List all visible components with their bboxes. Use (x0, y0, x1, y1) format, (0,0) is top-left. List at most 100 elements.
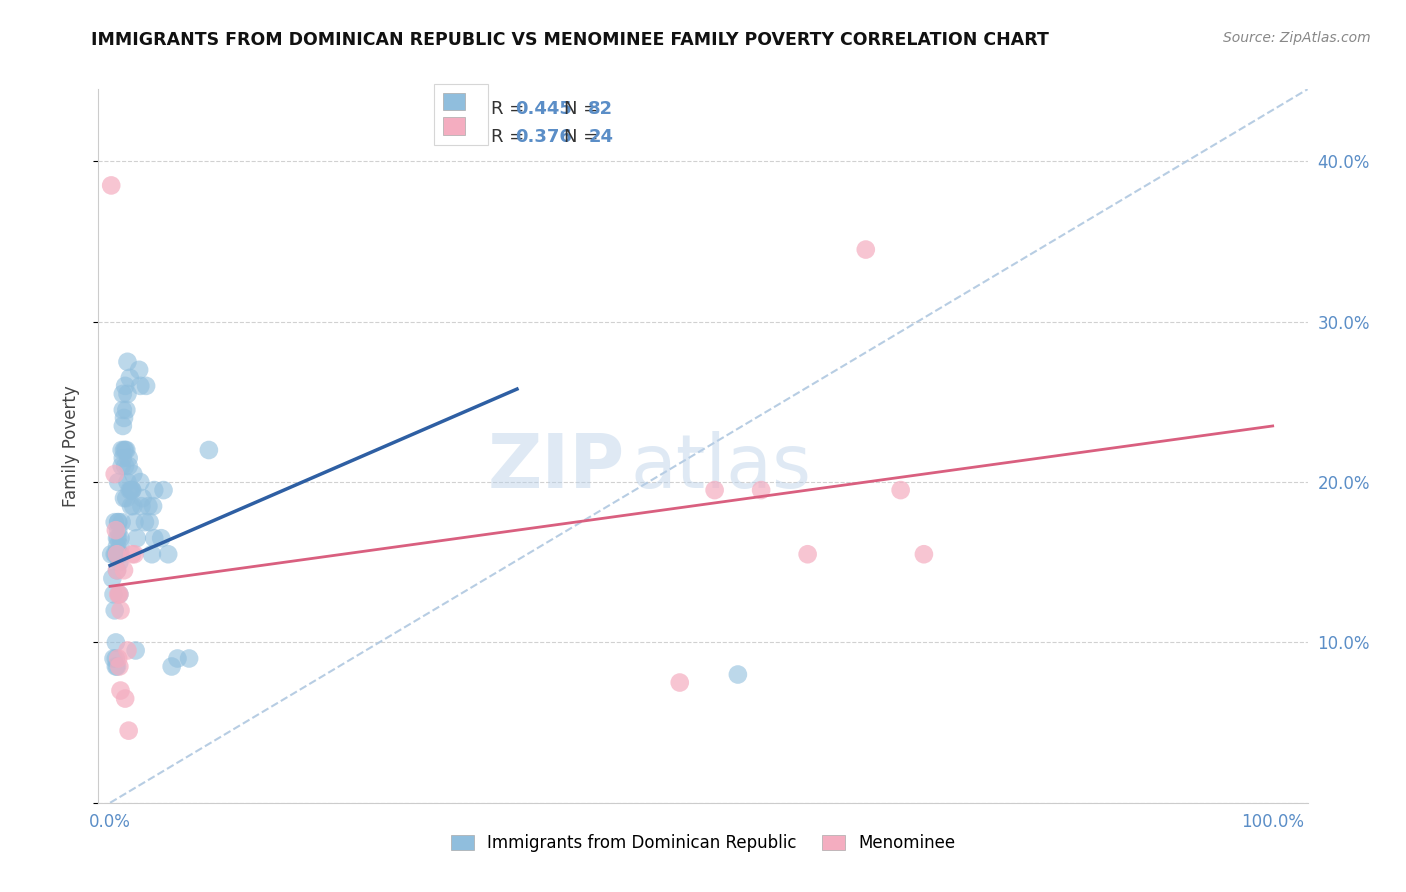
Point (108, 547, 131, 561)
Point (103, 587, 125, 601)
Point (105, 563, 128, 577)
Point (107, 515, 129, 529)
Text: IMMIGRANTS FROM DOMINICAN REPUBLIC VS MENOMINEE FAMILY POVERTY CORRELATION CHART: IMMIGRANTS FROM DOMINICAN REPUBLIC VS ME… (91, 31, 1049, 49)
Point (112, 442, 135, 457)
Point (104, 467, 127, 481)
Point (105, 547, 128, 561)
Point (122, 467, 145, 481)
Point (120, 499, 142, 513)
Point (703, 483, 725, 497)
Point (105, 659, 128, 673)
Point (749, 483, 772, 497)
Point (912, 547, 935, 561)
Point (143, 483, 166, 497)
Point (668, 675, 690, 690)
Point (118, 371, 141, 385)
Text: R =: R = (492, 100, 530, 118)
Point (110, 539, 132, 553)
Point (890, 483, 912, 497)
Y-axis label: Family Poverty: Family Poverty (62, 385, 80, 507)
Point (111, 458, 134, 473)
Point (115, 442, 138, 457)
Point (114, 379, 136, 393)
Point (112, 563, 135, 577)
Point (124, 515, 146, 529)
Point (129, 379, 152, 393)
Point (112, 491, 135, 505)
Point (108, 547, 131, 561)
Point (138, 499, 160, 513)
Point (110, 683, 132, 698)
Point (121, 483, 143, 497)
Point (118, 483, 141, 497)
Point (727, 667, 749, 681)
Point (129, 475, 152, 489)
Point (111, 515, 134, 529)
Text: 0.445: 0.445 (516, 100, 572, 118)
Point (107, 515, 129, 529)
Point (100, 178, 122, 193)
Point (111, 450, 134, 465)
Point (115, 403, 138, 417)
Point (105, 531, 128, 545)
Point (131, 499, 153, 513)
Point (110, 531, 132, 545)
Point (121, 547, 143, 561)
Point (118, 450, 141, 465)
Text: 82: 82 (588, 100, 613, 118)
Point (103, 651, 125, 665)
Point (111, 387, 134, 401)
Point (157, 547, 180, 561)
Text: N =: N = (564, 128, 605, 146)
Point (104, 547, 127, 561)
Point (135, 379, 157, 393)
Point (179, 651, 201, 665)
Point (105, 539, 128, 553)
Text: 0.376: 0.376 (516, 128, 572, 146)
Point (110, 603, 132, 617)
Point (796, 547, 818, 561)
Point (108, 659, 131, 673)
Point (150, 531, 173, 545)
Text: ZIP: ZIP (486, 431, 624, 504)
Point (120, 483, 142, 497)
Point (142, 499, 165, 513)
Point (124, 643, 146, 657)
Point (117, 643, 139, 657)
Point (117, 355, 139, 369)
Point (110, 547, 132, 561)
Point (114, 458, 136, 473)
Point (111, 442, 134, 457)
Point (107, 531, 129, 545)
Point (108, 587, 131, 601)
Text: atlas: atlas (630, 431, 811, 504)
Point (115, 491, 138, 505)
Point (117, 475, 139, 489)
Point (107, 475, 129, 489)
Point (131, 491, 153, 505)
Point (108, 587, 131, 601)
Point (166, 651, 188, 665)
Point (100, 547, 122, 561)
Text: R =: R = (492, 128, 530, 146)
Point (121, 483, 143, 497)
Point (141, 547, 163, 561)
Point (111, 403, 134, 417)
Point (122, 499, 145, 513)
Point (117, 387, 139, 401)
Text: 24: 24 (588, 128, 613, 146)
Point (107, 523, 129, 537)
Point (105, 547, 128, 561)
Point (198, 442, 221, 457)
Point (114, 691, 136, 706)
Point (101, 571, 124, 585)
Point (108, 555, 131, 569)
Text: Source: ZipAtlas.com: Source: ZipAtlas.com (1223, 31, 1371, 45)
Point (118, 723, 141, 738)
Point (124, 547, 146, 561)
Point (104, 603, 127, 617)
Point (128, 363, 150, 377)
Point (125, 531, 148, 545)
Point (104, 635, 127, 649)
Point (112, 411, 135, 425)
